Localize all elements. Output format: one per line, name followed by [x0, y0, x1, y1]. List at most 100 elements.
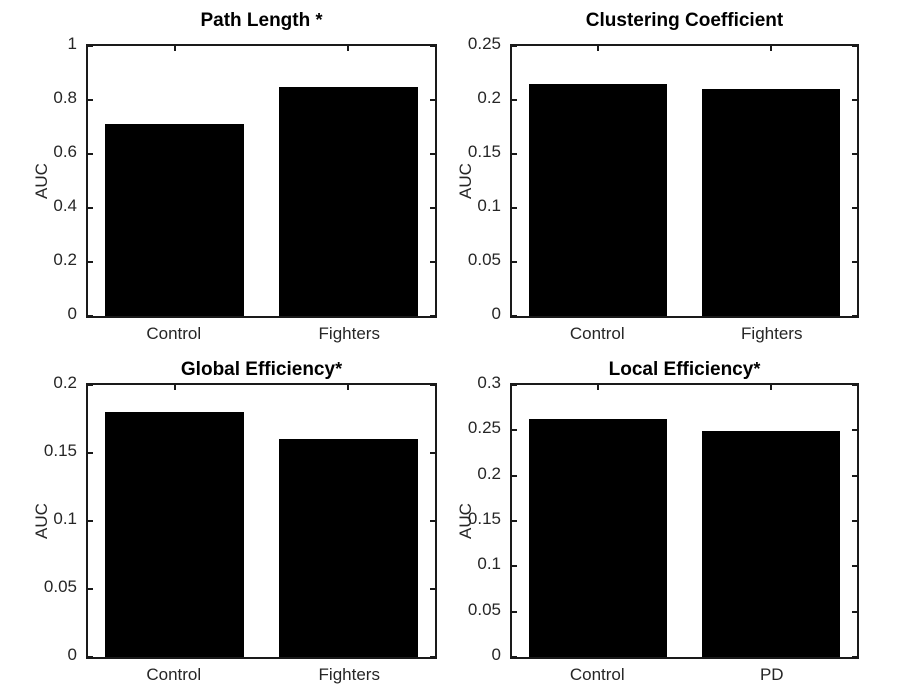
y-tick-mark: [88, 99, 93, 101]
y-tick-mark: [852, 153, 857, 155]
y-tick-mark: [430, 656, 435, 657]
x-tick-mark: [173, 46, 176, 51]
y-tick-label: 0.15: [467, 509, 501, 528]
chart-title: Local Efficiency*: [510, 358, 859, 382]
x-tick-mark: [769, 385, 772, 390]
x-category-label: PD: [759, 665, 784, 684]
y-tick-mark: [512, 565, 517, 568]
plot-area: [86, 44, 437, 318]
x-category-label: Control: [146, 665, 202, 684]
chart-title-text: Local Efficiency: [608, 359, 754, 380]
y-tick-label: 0.05: [467, 599, 501, 619]
x-tick-labels: Control Fighters: [510, 324, 859, 344]
y-tick-labels: 0 0.05 0.1 0.15 0.2: [0, 373, 77, 664]
significance-asterisk: *: [315, 10, 323, 30]
y-tick-mark: [852, 207, 857, 209]
chart-title: Global Efficiency*: [86, 358, 437, 382]
chart-panel-path-length: Path Length * AUC 0 0.2 0.4 0.6 0.8 1 Control…: [0, 0, 454, 348]
y-tick-mark: [512, 46, 517, 47]
chart-title-text: Global Efficiency: [180, 359, 336, 380]
plot-area: [510, 383, 859, 659]
y-tick-mark: [512, 153, 517, 155]
y-tick-mark: [512, 99, 517, 101]
y-tick-mark: [512, 429, 517, 432]
plot-area: [510, 44, 859, 318]
y-tick-label: 0.2: [477, 463, 501, 483]
chart-panel-local-efficiency: Local Efficiency* AUC 0 0.05 0.1 0.15 0.2 0.2…: [455, 349, 909, 697]
y-tick-mark: [430, 207, 435, 209]
chart-panel-global-efficiency: Global Efficiency* AUC 0 0.05 0.1 0.15 0.2 C…: [0, 349, 454, 697]
y-tick-label: 1: [67, 34, 77, 53]
y-tick-mark: [852, 474, 857, 477]
x-category-label: Fighters: [318, 665, 380, 684]
data-bar: [701, 89, 840, 316]
y-tick-mark: [430, 99, 435, 101]
y-tick-mark: [852, 520, 857, 522]
y-tick-label: 0.15: [43, 441, 77, 460]
y-tick-mark: [852, 656, 857, 657]
y-tick-mark: [430, 46, 435, 47]
data-bar: [105, 412, 245, 657]
y-tick-label: 0.8: [53, 88, 77, 107]
y-tick-mark: [852, 429, 857, 432]
x-tick-labels: Control Fighters: [86, 324, 437, 344]
data-bar: [701, 431, 840, 657]
x-tick-mark: [597, 46, 600, 51]
y-tick-mark: [88, 452, 93, 454]
x-category-label: Control: [569, 324, 625, 343]
y-tick-label: 0.1: [477, 554, 501, 574]
y-tick-mark: [512, 207, 517, 209]
x-category-label: Fighters: [741, 324, 803, 343]
y-tick-label: 0.2: [53, 250, 77, 269]
data-bar: [529, 83, 668, 316]
y-tick-label: 0.25: [467, 418, 501, 438]
y-tick-mark: [852, 315, 857, 316]
y-tick-label: 0: [491, 645, 501, 664]
y-tick-mark: [430, 452, 435, 454]
x-category-label: Control: [569, 665, 625, 684]
y-tick-mark: [512, 261, 517, 263]
y-tick-labels: 0 0.05 0.1 0.15 0.2 0.25 0.3: [455, 373, 501, 664]
y-tick-mark: [852, 46, 857, 47]
chart-title-text: Path Length: [200, 10, 316, 31]
y-tick-mark: [512, 610, 517, 613]
y-tick-mark: [88, 385, 93, 386]
data-bar: [278, 439, 418, 657]
y-tick-mark: [430, 385, 435, 386]
chart-panel-clustering-coefficient: Clustering Coefficient AUC 0 0.05 0.1 0.15 0…: [455, 0, 909, 348]
y-tick-label: 0.25: [467, 34, 501, 53]
y-tick-mark: [88, 153, 93, 155]
y-tick-label: 0: [67, 645, 77, 664]
y-tick-mark: [88, 46, 93, 47]
x-tick-mark: [347, 46, 350, 51]
y-tick-mark: [512, 315, 517, 316]
y-tick-mark: [852, 99, 857, 101]
y-tick-label: 0.05: [467, 250, 501, 269]
y-tick-labels: 0 0.2 0.4 0.6 0.8 1: [0, 34, 77, 323]
y-tick-mark: [852, 261, 857, 263]
y-tick-label: 0.15: [467, 142, 501, 161]
y-tick-mark: [512, 656, 517, 657]
y-tick-mark: [852, 610, 857, 613]
y-tick-mark: [512, 520, 517, 522]
y-tick-mark: [430, 261, 435, 263]
y-tick-mark: [88, 520, 93, 522]
y-tick-label: 0: [491, 304, 501, 323]
x-tick-mark: [769, 46, 772, 51]
y-tick-label: 0.3: [477, 373, 501, 392]
y-tick-mark: [88, 207, 93, 209]
y-tick-mark: [430, 315, 435, 316]
y-tick-mark: [88, 656, 93, 657]
y-tick-label: 0.2: [477, 88, 501, 107]
y-tick-mark: [88, 315, 93, 316]
x-category-label: Fighters: [318, 324, 380, 343]
x-tick-mark: [597, 385, 600, 390]
y-tick-mark: [88, 261, 93, 263]
y-tick-mark: [852, 385, 857, 386]
data-bar: [278, 86, 418, 316]
significance-asterisk: *: [753, 359, 761, 379]
x-tick-labels: Control Fighters: [86, 665, 437, 685]
x-category-label: Control: [146, 324, 202, 343]
x-tick-labels: Control PD: [510, 665, 859, 685]
y-tick-mark: [512, 385, 517, 386]
